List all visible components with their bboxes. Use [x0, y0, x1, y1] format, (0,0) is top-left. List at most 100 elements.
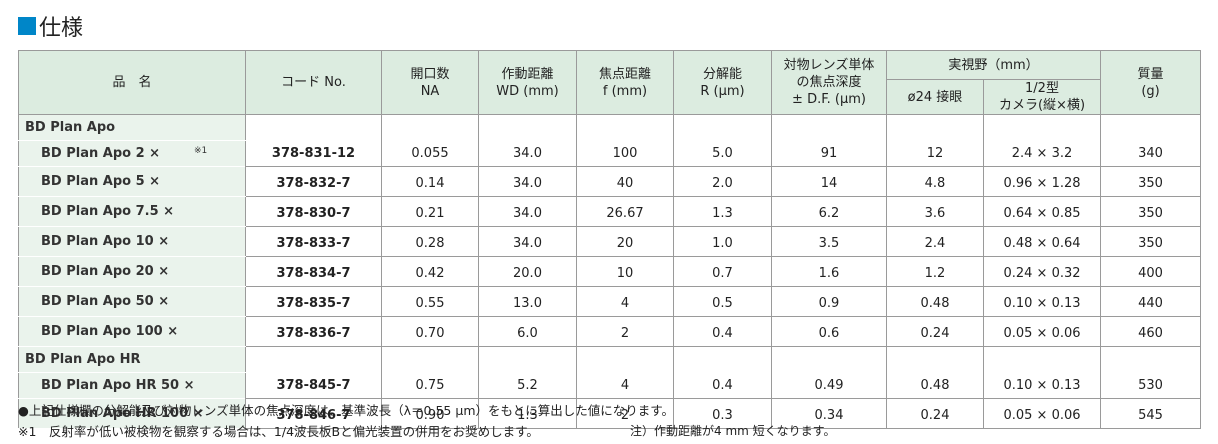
code-cell: 378-834-7	[245, 256, 382, 287]
value-cell: 1.3	[673, 196, 772, 227]
value-cell: 350	[1100, 226, 1202, 257]
header-text: コード No.	[281, 75, 346, 90]
data-row: BD Plan Apo HR 100 × 378-846-7 0.90 1.3 2 0.3…	[18, 398, 1202, 429]
value-cell: 0.75	[381, 346, 479, 399]
value-cell: 5.2	[478, 346, 577, 399]
model-name: BD Plan Apo HR 100 ×	[18, 398, 246, 429]
title: 仕様	[18, 10, 83, 42]
value-cell: 2.4 × 3.2	[982, 114, 1102, 167]
data-row: BD Plan Apo 20 × 378-834-7 0.42 20.0 10 0.7 1.…	[18, 256, 1202, 287]
header-text: 焦点距離	[598, 66, 651, 82]
value-cell: 0.64 × 0.85	[982, 196, 1102, 227]
header-text: f (mm)	[602, 83, 648, 99]
header-text: の焦点深度	[796, 75, 862, 90]
value-cell: 0.42	[381, 256, 479, 287]
value-cell: 0.48 × 0.64	[982, 226, 1102, 257]
value-cell: 400	[1100, 256, 1202, 287]
value-cell: 1.2	[886, 256, 984, 287]
value-cell: 0.55	[381, 286, 479, 317]
note-mark: ※1	[194, 146, 208, 156]
header-text: (g)	[1141, 83, 1160, 99]
value-cell: 20.0	[478, 256, 577, 287]
model-name-text: BD Plan Apo 20 ×	[41, 264, 170, 279]
value-cell: 0.34	[771, 398, 887, 429]
data-row: BD Plan Apo 10 × 378-833-7 0.28 34.0 20 1.0 3.…	[18, 226, 1202, 257]
header-text: 開口数	[410, 66, 450, 82]
value-cell: 6.0	[478, 316, 577, 347]
code-cell: 378-832-7	[245, 166, 382, 197]
value-cell: 2	[576, 398, 674, 429]
value-cell: 2.0	[673, 166, 772, 197]
group-name: BD Plan Apo	[18, 114, 246, 141]
header-text: 分解能	[702, 66, 742, 82]
data-row: BD Plan Apo HR 50 ×	[18, 372, 1201, 399]
value-cell: 91	[771, 114, 887, 167]
value-cell: 0.05 × 0.06	[982, 398, 1102, 429]
spec-table: 品 名コード No. 開口数 NA 作動距離 WD (mm) 焦点距離 f (mm) 分解能 R…	[18, 50, 1202, 429]
value-cell: 0.70	[381, 316, 479, 347]
data-row: BD Plan Apo 7.5 × 378-830-7 0.21 34.0 26.67 1…	[18, 196, 1202, 227]
value-cell: 100	[576, 114, 674, 167]
title-text: 仕様	[39, 16, 84, 41]
value-cell: 0.48	[886, 286, 984, 317]
code-cell: 378-845-7	[245, 346, 382, 399]
value-cell: 26.67	[576, 196, 674, 227]
header-cell: 1/2型 カメラ(縦×横)	[982, 79, 1102, 115]
model-name-text: BD Plan Apo 100 ×	[41, 324, 179, 339]
value-cell: 1.0	[673, 226, 772, 257]
value-cell: 0.14	[381, 166, 479, 197]
value-cell: 0.96 × 1.28	[982, 166, 1102, 197]
value-cell: 14	[771, 166, 887, 197]
header-cell: 対物レンズ単体 の焦点深度 ± D.F. (μm)	[771, 50, 887, 115]
value-cell: 0.21	[381, 196, 479, 227]
value-cell: 440	[1100, 286, 1202, 317]
value-cell: 530	[1100, 346, 1202, 399]
code-cell: 378-835-7	[245, 286, 382, 317]
value-cell: 34.0	[478, 226, 577, 257]
header-cell: 開口数 NA	[381, 50, 479, 115]
value-cell: 0.24	[886, 316, 984, 347]
header-text: 質量	[1137, 66, 1164, 82]
value-cell: 0.10 × 0.13	[982, 346, 1102, 399]
header-text: 1/2型	[1025, 81, 1059, 96]
value-cell: 0.90	[381, 398, 479, 429]
group-row: BD Plan Apo HR 378-845-7 0.75 5.2 4 0.4 0.49 0.…	[18, 346, 1202, 399]
header-text: WD (mm)	[496, 83, 559, 99]
value-cell: 4	[576, 346, 674, 399]
value-cell: 2	[576, 316, 674, 347]
model-name-text: BD Plan Apo 7.5 ×	[41, 204, 175, 219]
model-name-text: BD Plan Apo 10 ×	[41, 234, 170, 249]
footnote: 注）作動距離が4 mm 短くなります。	[630, 424, 836, 438]
model-name: BD Plan Apo 100 ×	[18, 316, 246, 347]
header-text: 実視野（mm）	[948, 57, 1039, 73]
header-cell: 作動距離 WD (mm)	[478, 50, 577, 115]
header-cell: コード No.	[245, 50, 382, 115]
value-cell: 0.9	[771, 286, 887, 317]
value-cell: 0.6	[771, 316, 887, 347]
header-cell: ø24 接眼	[886, 79, 984, 115]
code-cell: 378-833-7	[245, 226, 382, 257]
value-cell: 1.3	[478, 398, 577, 429]
value-cell: 34.0	[478, 114, 577, 167]
value-cell: 1.6	[771, 256, 887, 287]
value-cell: 6.2	[771, 196, 887, 227]
value-cell: 12	[886, 114, 984, 167]
value-cell: 40	[576, 166, 674, 197]
value-cell: 0.48	[886, 346, 984, 399]
value-cell: 3.6	[886, 196, 984, 227]
value-cell: 0.24 × 0.32	[982, 256, 1102, 287]
model-name: BD Plan Apo 7.5 ×	[18, 196, 246, 227]
value-cell: 0.28	[381, 226, 479, 257]
model-name: BD Plan Apo 20 ×	[18, 256, 246, 287]
data-row: BD Plan Apo 50 × 378-835-7 0.55 13.0 4 0.5 0.9…	[18, 286, 1202, 317]
value-cell: 2.4	[886, 226, 984, 257]
code-cell: 378-831-12	[245, 114, 382, 167]
value-cell: 10	[576, 256, 674, 287]
header-text: NA	[420, 83, 440, 99]
code-cell: 378-846-7	[245, 398, 382, 429]
group-name: BD Plan Apo HR	[18, 346, 246, 373]
header-cell: 質量 (g)	[1100, 50, 1202, 115]
footnote: ●上記仕様欄の分解能及び対物レンズ単体の焦点深度は、基準波長（λ＝0.55 μm…	[18, 403, 674, 418]
value-cell: 4	[576, 286, 674, 317]
